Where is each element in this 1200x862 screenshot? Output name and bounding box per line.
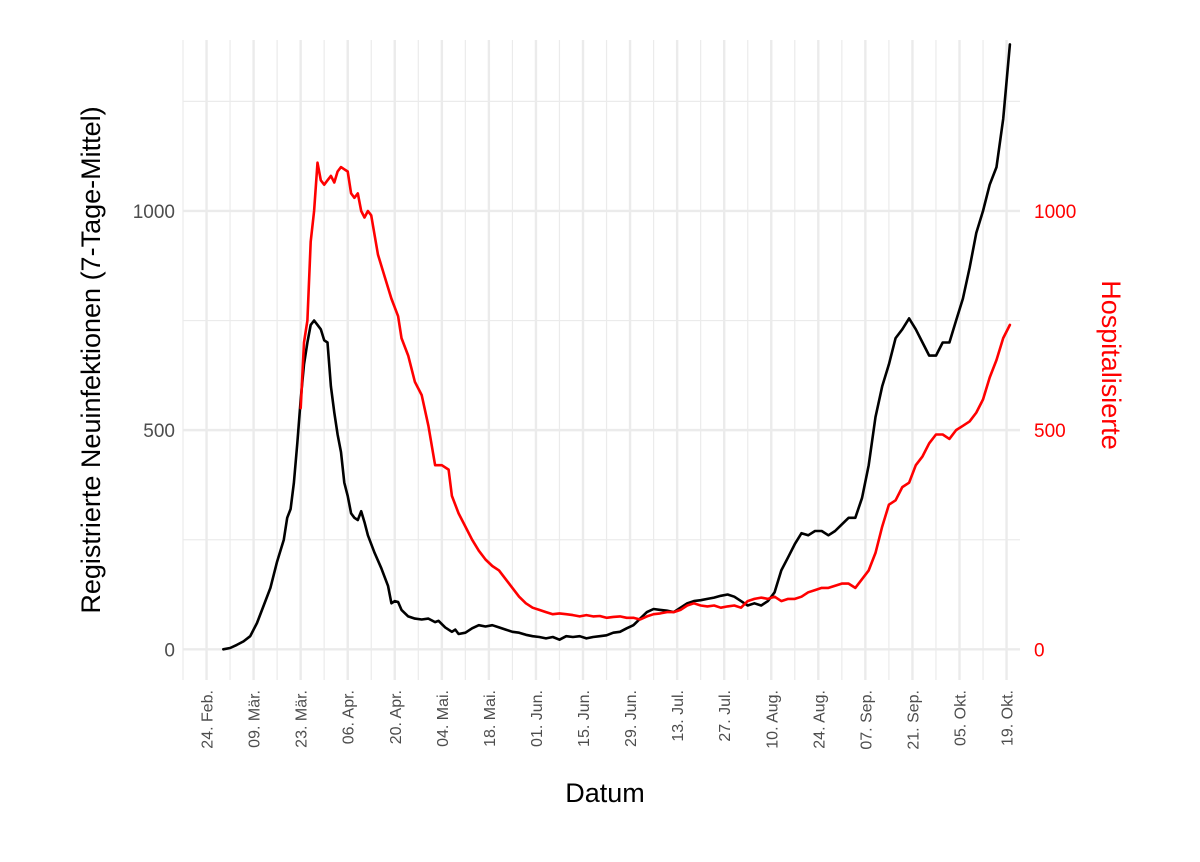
x-tick-label: 24. Aug.: [811, 690, 828, 749]
y-axis-title: Registrierte Neuinfektionen (7-Tage-Mitt…: [76, 106, 106, 613]
series-line-hospitalisierte: [299, 161, 1012, 621]
x-tick-label: 24. Feb.: [200, 690, 217, 749]
x-tick-label: 19. Okt.: [1000, 690, 1017, 746]
x-tick-label: 01. Jun.: [529, 690, 546, 747]
x-tick-label: 20. Apr.: [388, 690, 405, 744]
x-tick-label: 05. Okt.: [953, 690, 970, 746]
series-layer: [222, 43, 1012, 651]
series-line-neuinfektionen: [222, 43, 1012, 651]
grid-layer: [182, 40, 1020, 680]
x-tick-label: 29. Jun.: [623, 690, 640, 747]
y-axis-right: 0 500 1000: [1034, 202, 1076, 661]
x-tick-label: 07. Sep.: [858, 690, 875, 750]
x-tick-label: 15. Jun.: [576, 690, 593, 747]
x-tick-label: 04. Mai.: [435, 690, 452, 747]
x-tick-label: 27. Jul.: [717, 690, 734, 742]
x-axis: 24. Feb. 09. Mär. 23. Mär. 06. Apr. 20. Apr.…: [200, 690, 1017, 750]
x-tick-label: 06. Apr.: [341, 690, 358, 744]
x-tick-label: 23. Mär.: [294, 690, 311, 748]
y-tick-label: 0: [164, 640, 175, 661]
x-tick-label: 09. Mär.: [247, 690, 264, 748]
y-axis-left: 0 500 1000: [133, 202, 175, 661]
x-tick-label: 13. Jul.: [670, 690, 687, 742]
x-tick-label: 10. Aug.: [764, 690, 781, 749]
x-tick-label: 18. Mai.: [482, 690, 499, 747]
y2-tick-label: 0: [1034, 640, 1045, 661]
y2-tick-label: 500: [1034, 421, 1066, 442]
y2-tick-label: 1000: [1034, 202, 1076, 223]
y-tick-label: 1000: [133, 202, 175, 223]
x-tick-label: 21. Sep.: [905, 690, 922, 750]
x-axis-title: Datum: [565, 778, 645, 808]
y-tick-label: 500: [143, 421, 175, 442]
y2-axis-title: Hospitalisierte: [1096, 280, 1126, 450]
